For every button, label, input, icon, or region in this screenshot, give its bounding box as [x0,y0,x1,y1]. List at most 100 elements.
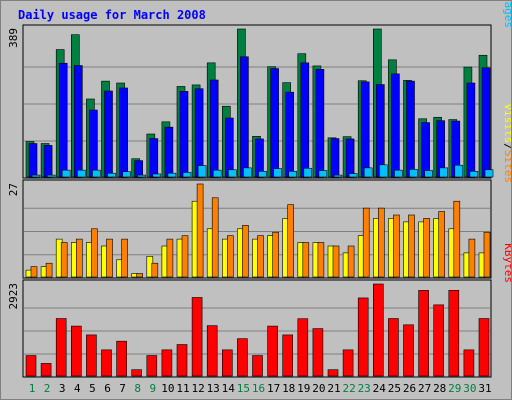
legend-sites: Sites [502,150,512,183]
bar-kbytes-day-8-face [131,369,142,377]
bar-pages-day-11 [182,172,192,178]
bar-pages-day-7 [122,171,131,178]
day-label-8: 8 [134,382,141,395]
bar-sites-day-21 [332,245,340,278]
bar-files-day-7 [119,87,128,178]
chart-title: Daily usage for March 2008 [18,8,206,22]
bar-pages-day-27-face [424,170,433,178]
bar-files-day-11-face [179,91,189,178]
bar-files-day-12-face [194,88,204,178]
bar-pages-day-1-face [31,174,41,178]
bar-files-day-20 [315,69,325,178]
bar-sites-day-21-face [332,245,340,278]
day-label-4: 4 [74,382,81,395]
bar-sites-day-13 [211,197,219,278]
panel-visits-sites: 27 Visits/Sites [7,104,512,279]
bar-files-day-31 [481,67,491,178]
day-label-2: 2 [44,382,51,395]
bar-sites-day-8 [136,273,143,278]
y-max-label: 27 [7,183,20,196]
bar-pages-day-26 [409,169,418,178]
bar-sites-day-12-face [196,183,204,278]
bar-pages-day-10-face [167,172,177,178]
legend-visits: Visits [502,104,512,144]
bar-files-day-10 [164,126,174,178]
bar-pages-day-31 [484,169,494,178]
bar-pages-day-3 [61,169,71,178]
bar-kbytes-day-23 [357,297,369,377]
day-label-6: 6 [104,382,111,395]
bar-files-day-26 [406,80,415,178]
bar-pages-day-26-face [409,169,418,178]
bar-files-day-30-face [466,82,476,178]
day-label-27: 27 [418,382,431,395]
panels-layer: 389 Hits/Files/Pages 27 Visits/Sites 2923 KBy… [7,0,512,378]
bar-pages-day-22-face [348,173,358,178]
bar-files-day-6-face [104,90,113,178]
bar-pages-day-21-face [333,174,343,178]
day-label-13: 13 [207,382,220,395]
bar-pages-day-14-face [228,169,237,178]
bar-pages-day-31-face [484,169,494,178]
bar-sites-day-16-face [257,235,264,278]
bar-kbytes-day-17 [267,325,278,377]
bar-files-day-19-face [300,62,310,178]
bar-kbytes-day-14-face [222,349,233,377]
bar-kbytes-day-13 [206,325,218,377]
bar-kbytes-day-15-face [237,338,248,377]
y-max-label: 389 [7,28,20,48]
bar-files-day-6 [104,90,113,178]
bar-files-day-22 [345,138,355,178]
bar-kbytes-day-24-face [372,283,384,377]
bar-sites-day-29-face [453,200,461,278]
bar-pages-day-11-face [182,172,192,178]
bar-kbytes-day-2 [40,363,52,377]
bar-kbytes-day-18-face [282,334,294,377]
bar-sites-day-19 [302,242,310,278]
bar-sites-day-7 [121,238,128,278]
bar-files-day-4-face [74,65,83,178]
bar-kbytes-day-10 [161,349,173,377]
series-legend-label: Visits/Sites [502,104,512,184]
bar-files-day-18 [285,91,295,178]
bar-pages-day-23 [363,167,373,178]
bar-pages-day-14 [228,169,237,178]
bar-sites-day-25-face [393,214,400,278]
bar-files-day-20-face [315,69,325,178]
bar-sites-day-27-face [423,218,430,278]
bar-files-day-24-face [375,84,385,178]
day-label-11: 11 [176,382,189,395]
bar-sites-day-11 [181,235,189,278]
day-label-20: 20 [312,382,325,395]
bar-kbytes-day-20 [312,328,324,377]
bar-pages-day-18 [288,170,298,178]
bar-kbytes-day-19-face [297,318,309,377]
bar-files-day-8-face [134,160,143,178]
bar-pages-day-9 [152,173,162,178]
bar-kbytes-day-18 [282,334,294,377]
bar-pages-day-2 [46,174,56,178]
bar-files-day-22-face [345,138,355,178]
bar-sites-day-4 [76,238,83,278]
bar-files-day-24 [375,84,385,178]
bar-sites-day-17-face [272,231,279,278]
day-label-28: 28 [433,382,446,395]
bar-sites-day-2 [45,262,53,278]
bar-pages-day-30 [469,170,479,178]
bar-sites-day-24-face [377,207,385,278]
bar-files-day-15-face [240,56,249,178]
bar-sites-day-5-face [91,228,98,278]
bar-pages-day-6 [107,172,116,178]
day-label-10: 10 [161,382,174,395]
bar-kbytes-day-12-face [191,297,203,377]
legend-separator: / [502,143,512,150]
bar-pages-day-8-face [137,174,146,178]
day-label-14: 14 [222,382,236,395]
legend-kbytes: KBytes [502,243,512,283]
bar-files-day-2-face [43,145,53,178]
bar-kbytes-day-1-face [25,355,37,377]
bar-files-day-13 [209,79,219,178]
bar-kbytes-day-21 [327,369,339,377]
bar-pages-day-28 [439,167,449,178]
bar-sites-day-23-face [362,207,370,278]
